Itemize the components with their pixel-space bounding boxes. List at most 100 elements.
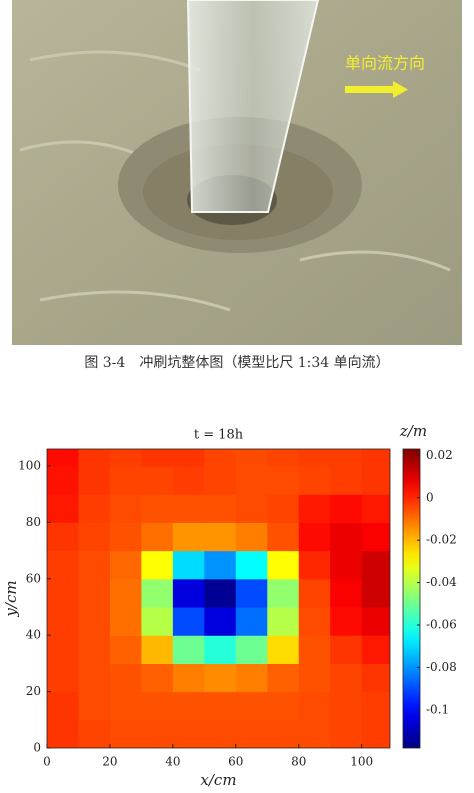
colorbar-tick-label: 0.02	[426, 448, 453, 462]
heatmap-cell	[78, 449, 111, 467]
heatmap-cell	[361, 635, 390, 664]
heatmap-cell	[235, 635, 268, 664]
heatmap-cell	[47, 578, 80, 608]
heatmap-cell	[235, 465, 268, 495]
heatmap-cell	[330, 578, 363, 608]
heatmap-cell	[330, 465, 363, 495]
heatmap-cell	[78, 522, 111, 552]
ripples	[19, 50, 451, 312]
heatmap-cell	[78, 719, 111, 748]
heatmap-cell	[172, 465, 205, 495]
heatmap-cell	[109, 606, 143, 636]
heatmap-cell	[298, 465, 331, 495]
heatmap-cell	[47, 522, 80, 552]
heatmap-cell	[172, 606, 205, 636]
heatmap-cell	[78, 606, 111, 636]
heatmap-cell	[141, 449, 174, 467]
heatmap-cell	[47, 691, 80, 721]
heatmap-cell	[204, 691, 237, 721]
heatmap-cell	[204, 578, 237, 608]
heatmap-cell	[235, 578, 268, 608]
colorbar-tick-label: 0	[426, 490, 434, 504]
heatmap-cell	[267, 494, 300, 523]
heatmap-cell	[361, 522, 390, 552]
heatmap-cell	[204, 550, 237, 580]
heatmap-cell	[141, 691, 174, 721]
y-tick-label: 0	[33, 741, 41, 755]
heatmap-cell	[235, 691, 268, 721]
heatmap-cell	[235, 522, 268, 552]
heatmap-cell	[78, 494, 111, 523]
heatmap-cell	[361, 663, 390, 693]
heatmap-cell	[141, 719, 174, 748]
heatmap-cell	[204, 663, 237, 693]
heatmap-cell	[235, 494, 268, 523]
heatmap-cell	[361, 719, 390, 748]
glass-pile	[186, 0, 320, 213]
heatmap-cell	[172, 578, 205, 608]
flow-label: 单向流方向	[345, 54, 425, 73]
heatmap-cell	[298, 494, 331, 523]
photo: 单向流方向	[12, 0, 462, 345]
heatmap-cell	[361, 606, 390, 636]
heatmap-cell	[298, 578, 331, 608]
heatmap-cell	[47, 494, 80, 523]
heatmap-cell	[78, 550, 111, 580]
heatmap-cell	[78, 578, 111, 608]
heatmap-cell	[330, 691, 363, 721]
x-tick-label: 40	[165, 755, 180, 769]
heatmap-cell	[109, 465, 143, 495]
heatmap-cell	[361, 550, 390, 580]
flow-arrow-head	[393, 81, 408, 98]
heatmap-cell	[330, 449, 363, 467]
heatmap-cell	[141, 494, 174, 523]
heatmap-cell	[330, 522, 363, 552]
heatmap-cell	[172, 635, 205, 664]
heatmap-cell	[267, 465, 300, 495]
heatmap-cell	[109, 635, 143, 664]
heatmap-cell	[204, 465, 237, 495]
heatmap-cell	[109, 719, 143, 748]
heatmap-cell	[298, 522, 331, 552]
heatmap-cell	[141, 663, 174, 693]
heatmap-cell	[47, 550, 80, 580]
heatmap-cell	[298, 663, 331, 693]
heatmap-cell	[298, 550, 331, 580]
heatmap-cell	[298, 449, 331, 467]
heatmap-cell	[204, 449, 237, 467]
x-tick-label: 20	[102, 755, 117, 769]
heatmap-cell	[141, 465, 174, 495]
heatmap-cell	[361, 494, 390, 523]
y-tick-label: 40	[26, 628, 41, 642]
heatmap-cell	[267, 635, 300, 664]
x-axis-label: x/cm	[200, 771, 236, 789]
plot-frame	[46, 448, 391, 749]
heatmap-cell	[235, 606, 268, 636]
heatmap-cell	[330, 635, 363, 664]
heatmap-cell	[361, 578, 390, 608]
heatmap-cell	[78, 663, 111, 693]
heatmap-cell	[78, 691, 111, 721]
flow-arrow	[345, 86, 393, 93]
heatmap-cell	[109, 449, 143, 467]
heatmap-cell	[141, 578, 174, 608]
heatmap-cell	[141, 635, 174, 664]
heatmap-cells	[47, 449, 390, 748]
y-axis-label: y/cm	[2, 580, 20, 617]
colorbar	[402, 448, 421, 749]
heatmap-cell	[172, 522, 205, 552]
x-tick-label: 0	[43, 755, 51, 769]
heatmap-cell	[298, 635, 331, 664]
heatmap-cell	[47, 719, 80, 748]
heatmap-cell	[109, 494, 143, 523]
heatmap-cell	[109, 663, 143, 693]
colorbar-tick-label: -0.04	[426, 575, 457, 589]
heatmap-cell	[47, 449, 80, 467]
heatmap-cell	[204, 606, 237, 636]
heatmap-cell	[330, 663, 363, 693]
heatmap-cell	[109, 550, 143, 580]
heatmap-cell	[267, 578, 300, 608]
heatmap-cell	[267, 719, 300, 748]
heatmap-cell	[47, 606, 80, 636]
